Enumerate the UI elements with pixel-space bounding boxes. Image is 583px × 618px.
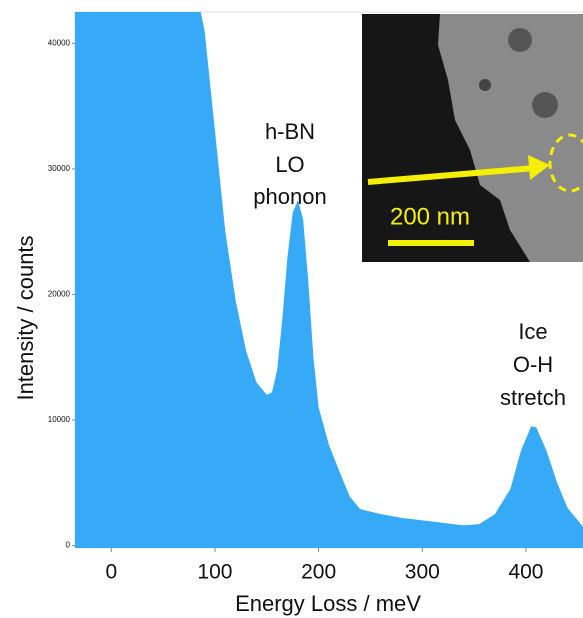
inset-image: 200 nm bbox=[362, 14, 583, 262]
inset-feature bbox=[532, 92, 558, 118]
y-tick-label: 40000 bbox=[48, 38, 71, 47]
annotation-line: h-BN bbox=[265, 119, 315, 144]
y-tick-label: 20000 bbox=[48, 290, 71, 299]
inset-scale-label: 200 nm bbox=[390, 203, 470, 230]
x-tick-label: 200 bbox=[301, 561, 336, 584]
y-axis-title: Intensity / counts bbox=[13, 235, 38, 400]
x-tick-label: 0 bbox=[105, 561, 117, 584]
annotation-line: stretch bbox=[500, 385, 566, 410]
annotation-line: O-H bbox=[513, 352, 553, 377]
annotation-line: phonon bbox=[253, 184, 326, 209]
y-tick-label: 0 bbox=[66, 541, 71, 550]
y-tick-label: 30000 bbox=[48, 164, 71, 173]
chart: 0 10000 20000 30000 40000 0 100 200 300 400 Inten… bbox=[0, 0, 583, 618]
annotation-line: Ice bbox=[518, 319, 547, 344]
inset-feature bbox=[479, 79, 491, 91]
annotation-line: LO bbox=[275, 152, 304, 177]
x-tick-label: 300 bbox=[405, 561, 440, 584]
x-axis-title: Energy Loss / meV bbox=[235, 591, 421, 616]
x-tick-label: 100 bbox=[197, 561, 232, 584]
x-tick-label: 400 bbox=[508, 561, 543, 584]
inset-feature bbox=[508, 28, 532, 52]
y-tick-label: 10000 bbox=[48, 415, 71, 424]
